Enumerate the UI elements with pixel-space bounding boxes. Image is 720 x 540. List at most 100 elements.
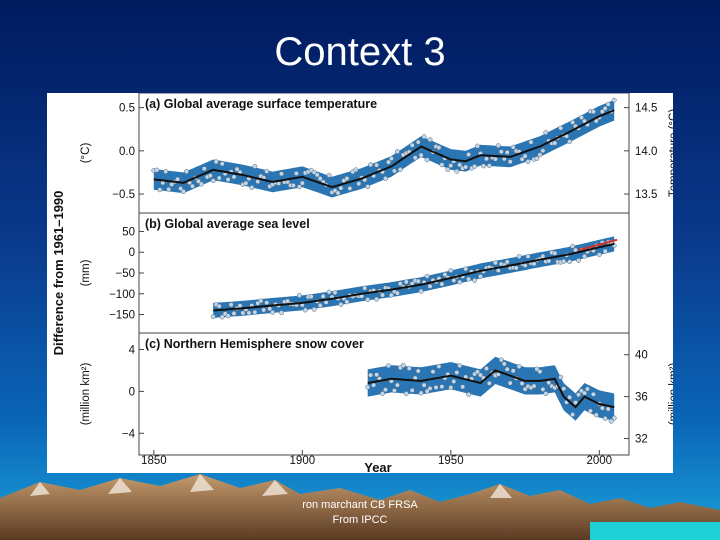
data-point bbox=[567, 139, 573, 145]
data-point bbox=[338, 302, 344, 307]
x-tick-label: 1900 bbox=[290, 455, 316, 467]
panel-frame bbox=[138, 332, 630, 456]
data-point bbox=[513, 265, 519, 271]
data-point bbox=[201, 166, 207, 172]
data-point bbox=[525, 159, 531, 164]
data-point bbox=[374, 162, 380, 168]
data-point bbox=[525, 253, 531, 259]
data-point bbox=[451, 379, 457, 384]
data-point bbox=[231, 174, 237, 180]
data-point bbox=[216, 303, 222, 309]
data-point bbox=[481, 163, 486, 169]
data-point bbox=[178, 186, 184, 192]
data-point bbox=[371, 382, 377, 388]
data-point bbox=[314, 172, 320, 178]
data-point bbox=[409, 387, 415, 393]
data-point bbox=[386, 159, 391, 165]
data-point bbox=[261, 307, 267, 313]
data-point bbox=[605, 101, 611, 107]
data-point bbox=[279, 310, 284, 316]
data-point bbox=[326, 289, 332, 295]
data-point bbox=[427, 283, 433, 289]
data-point bbox=[522, 386, 528, 392]
data-point bbox=[567, 394, 573, 400]
shared-ylabel: Difference from 1961–1990 bbox=[51, 191, 66, 356]
data-point bbox=[383, 387, 388, 393]
data-point bbox=[252, 163, 258, 169]
data-point bbox=[445, 167, 451, 172]
data-point bbox=[587, 408, 593, 414]
panel-a: (a) Global average surface temperature 0.… bbox=[80, 92, 680, 214]
data-point bbox=[602, 105, 608, 111]
data-point bbox=[219, 161, 225, 167]
data-point bbox=[501, 361, 507, 367]
data-point bbox=[296, 293, 302, 298]
data-point bbox=[599, 405, 605, 411]
x-tick-label: 1950 bbox=[438, 455, 464, 467]
footer-source: From IPCC bbox=[332, 514, 388, 526]
data-point bbox=[510, 144, 516, 150]
data-point bbox=[454, 370, 460, 375]
panel-ylabel-right: (million km²) bbox=[668, 363, 673, 426]
data-point bbox=[427, 385, 433, 391]
left-tick-label: −50 bbox=[115, 268, 135, 280]
data-point bbox=[184, 169, 189, 175]
right-tick-label: 13.5 bbox=[635, 189, 657, 201]
right-tick-label: 14.0 bbox=[635, 146, 657, 158]
data-point bbox=[388, 292, 394, 298]
data-point bbox=[492, 156, 498, 162]
data-point bbox=[507, 380, 513, 386]
data-point bbox=[424, 388, 430, 394]
data-point bbox=[463, 266, 469, 272]
data-point bbox=[442, 272, 448, 277]
data-point bbox=[504, 149, 510, 155]
data-point bbox=[397, 167, 403, 172]
data-point bbox=[611, 415, 617, 421]
data-point bbox=[421, 382, 427, 388]
x-axis-label: Year bbox=[364, 460, 391, 473]
left-tick-label: 0.0 bbox=[119, 146, 135, 158]
panel-ylabel-right: Temperature (°C) bbox=[668, 109, 673, 197]
data-point bbox=[267, 306, 273, 312]
data-point bbox=[338, 185, 344, 191]
data-point bbox=[383, 176, 388, 181]
data-point bbox=[540, 386, 546, 392]
data-point bbox=[570, 243, 576, 249]
data-point bbox=[326, 172, 332, 178]
left-tick-label: 50 bbox=[122, 226, 135, 238]
panel-title: (a) Global average surface temperature bbox=[145, 97, 377, 111]
data-point bbox=[475, 369, 480, 375]
uncertainty-band bbox=[153, 99, 615, 198]
right-tick-label: 14.5 bbox=[635, 103, 657, 115]
data-point bbox=[219, 314, 225, 320]
data-point bbox=[478, 273, 483, 279]
data-point bbox=[415, 278, 421, 284]
data-point bbox=[486, 380, 492, 386]
data-point bbox=[311, 306, 317, 312]
data-point bbox=[602, 416, 608, 421]
data-point bbox=[347, 185, 353, 191]
data-point bbox=[472, 277, 478, 283]
data-point bbox=[534, 156, 540, 161]
panel-ylabel: (million km²) bbox=[80, 363, 92, 426]
data-point bbox=[394, 149, 400, 155]
data-point bbox=[573, 400, 578, 406]
data-point bbox=[249, 185, 255, 191]
data-point bbox=[498, 357, 504, 363]
data-point bbox=[264, 300, 270, 306]
data-point bbox=[466, 391, 472, 397]
data-point bbox=[457, 162, 463, 168]
data-point bbox=[293, 170, 299, 176]
data-point bbox=[460, 384, 466, 390]
data-point bbox=[154, 167, 160, 173]
data-point bbox=[576, 257, 581, 263]
data-points bbox=[365, 357, 617, 424]
data-point bbox=[430, 369, 436, 375]
slide-title: Context 3 bbox=[274, 30, 446, 74]
data-point bbox=[344, 176, 350, 181]
data-point bbox=[317, 303, 323, 308]
data-point bbox=[421, 134, 427, 140]
data-point bbox=[504, 366, 510, 372]
data-point bbox=[540, 148, 546, 154]
data-point bbox=[368, 372, 374, 378]
